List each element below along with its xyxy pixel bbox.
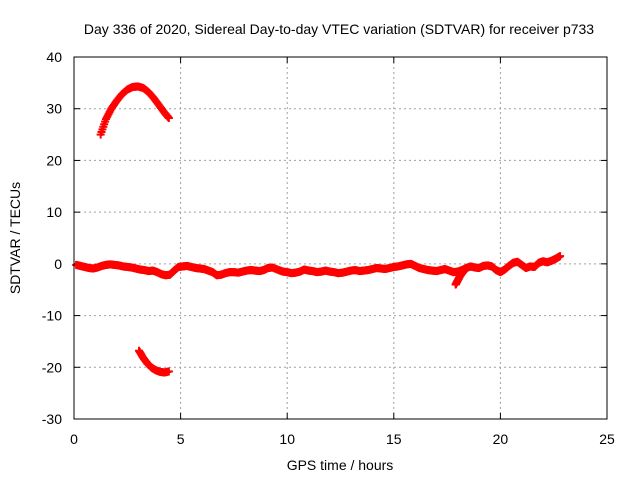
x-tick-label: 0 bbox=[70, 431, 78, 447]
y-tick-label: 30 bbox=[46, 101, 62, 117]
y-tick-label: 20 bbox=[46, 152, 62, 168]
y-axis-label: SDTVAR / TECUs bbox=[7, 182, 23, 294]
data-points bbox=[72, 82, 565, 377]
x-tick-label: 10 bbox=[279, 431, 295, 447]
arc-low-point bbox=[164, 367, 173, 376]
x-tick-label: 25 bbox=[599, 431, 615, 447]
y-tick-label: -10 bbox=[42, 308, 62, 324]
x-axis-label: GPS time / hours bbox=[287, 457, 394, 473]
y-tick-label: 0 bbox=[54, 256, 62, 272]
chart-title: Day 336 of 2020, Sidereal Day-to-day VTE… bbox=[84, 21, 594, 37]
plot-frame bbox=[73, 56, 608, 420]
grid-lines bbox=[74, 57, 607, 419]
y-tick-label: -30 bbox=[42, 411, 62, 427]
x-tick-label: 5 bbox=[177, 431, 185, 447]
tick-labels: 0 5 10 15 20 25 -30 -20 -10 0 10 20 30 40 bbox=[42, 49, 615, 447]
arc-high-point bbox=[164, 114, 173, 123]
y-tick-label: 10 bbox=[46, 204, 62, 220]
main-point bbox=[556, 252, 565, 261]
main-point bbox=[462, 264, 471, 273]
x-tick-label: 20 bbox=[493, 431, 509, 447]
y-tick-label: 40 bbox=[46, 49, 62, 65]
y-tick-label: -20 bbox=[42, 359, 62, 375]
x-tick-label: 15 bbox=[386, 431, 402, 447]
